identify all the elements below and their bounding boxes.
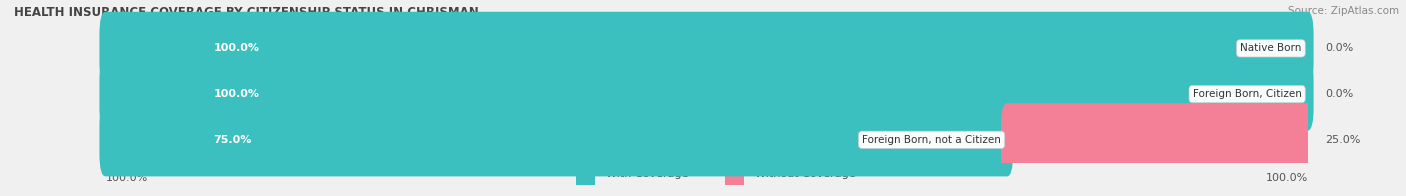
FancyBboxPatch shape [100,12,1313,85]
Text: Source: ZipAtlas.com: Source: ZipAtlas.com [1288,6,1399,16]
Text: 0.0%: 0.0% [1326,89,1354,99]
Text: 75.0%: 75.0% [214,135,252,145]
FancyBboxPatch shape [576,164,595,185]
Text: 0.0%: 0.0% [1326,43,1354,53]
Text: 100.0%: 100.0% [214,43,260,53]
Text: Without Coverage: Without Coverage [755,169,856,180]
Text: Native Born: Native Born [1240,43,1302,53]
Text: Foreign Born, not a Citizen: Foreign Born, not a Citizen [862,135,1001,145]
FancyBboxPatch shape [100,12,1313,85]
Text: 100.0%: 100.0% [214,89,260,99]
FancyBboxPatch shape [100,57,1313,131]
Text: 100.0%: 100.0% [1265,173,1308,183]
Text: Foreign Born, Citizen: Foreign Born, Citizen [1192,89,1302,99]
Text: HEALTH INSURANCE COVERAGE BY CITIZENSHIP STATUS IN CHRISMAN: HEALTH INSURANCE COVERAGE BY CITIZENSHIP… [14,6,479,19]
FancyBboxPatch shape [725,164,744,185]
FancyBboxPatch shape [100,103,1313,176]
FancyBboxPatch shape [1001,103,1313,176]
Text: 100.0%: 100.0% [105,173,148,183]
FancyBboxPatch shape [100,57,1313,131]
Text: With Coverage: With Coverage [606,169,689,180]
Text: 25.0%: 25.0% [1326,135,1361,145]
FancyBboxPatch shape [100,103,1014,176]
